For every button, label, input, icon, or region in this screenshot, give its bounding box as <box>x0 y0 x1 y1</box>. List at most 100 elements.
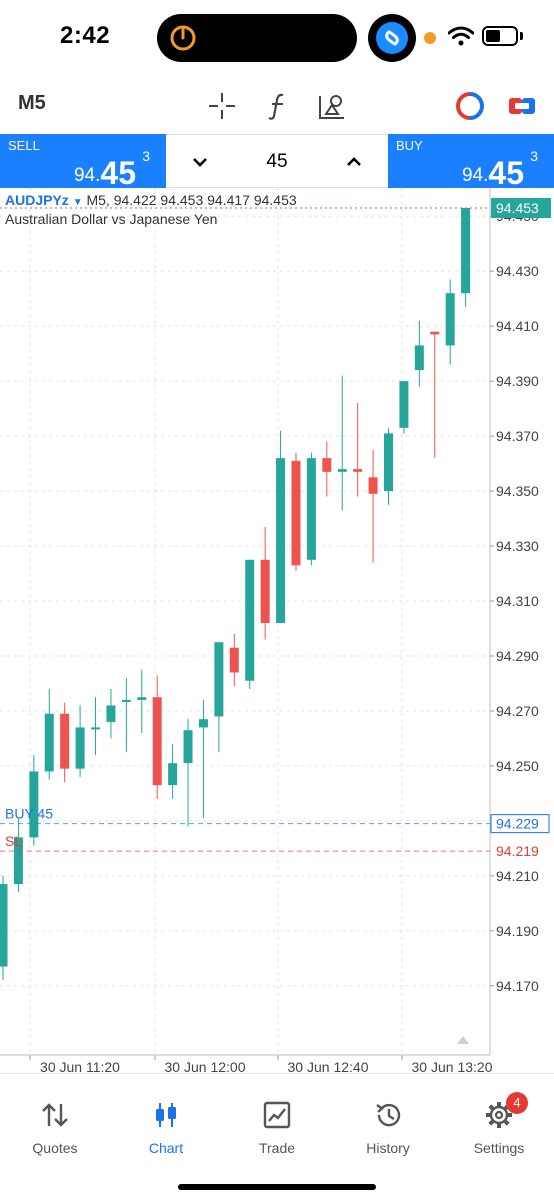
candle-body <box>337 469 347 472</box>
candle-body <box>44 713 54 772</box>
chart-symbol-line: AUDJPYz ▼ M5, 94.422 94.453 94.417 94.45… <box>5 192 297 208</box>
candle-body <box>75 727 85 769</box>
candle-body <box>260 559 270 623</box>
candle-body <box>29 771 39 838</box>
sell-label: SELL <box>8 138 40 153</box>
candle-body <box>306 458 316 560</box>
x-tick-label: 30 Jun 12:40 <box>288 1059 369 1073</box>
y-tick-label: 94.410 <box>496 318 539 334</box>
candle-body <box>152 697 162 786</box>
candle-body <box>168 763 178 786</box>
dynamic-island[interactable] <box>157 14 357 62</box>
wifi-icon <box>448 26 474 46</box>
nav-quotes[interactable]: Quotes <box>0 1100 110 1156</box>
sell-button[interactable]: SELL 94.45 3 <box>0 134 166 191</box>
chart-toolbar: M5 <box>0 80 554 132</box>
chart-icon <box>156 1103 176 1127</box>
chart-shift-icon <box>457 1036 469 1044</box>
x-tick-label: 30 Jun 13:20 <box>412 1059 493 1073</box>
candle-body <box>229 647 239 673</box>
shazam-icon <box>376 22 408 54</box>
objects-icon[interactable] <box>316 90 348 122</box>
increase-volume-icon[interactable] <box>346 154 362 170</box>
candle-body <box>91 727 101 730</box>
symbol-name[interactable]: AUDJPYz <box>5 192 69 208</box>
current-price-box <box>491 198 551 218</box>
nav-settings[interactable]: 4 Settings <box>444 1092 554 1156</box>
timeframe-selector[interactable]: M5 <box>18 92 46 114</box>
status-bar: 2:42 <box>0 0 554 80</box>
candle-body <box>13 837 23 885</box>
candlestick-chart[interactable]: 94.17094.19094.21094.23094.25094.27094.2… <box>0 188 554 1073</box>
y-tick-label: 94.250 <box>496 758 539 774</box>
y-tick-label: 94.430 <box>496 263 539 279</box>
crosshair-icon[interactable] <box>206 90 238 122</box>
candle-body <box>291 460 301 566</box>
candle-body <box>60 713 70 769</box>
battery-nub <box>520 32 523 40</box>
nav-label-quotes: Quotes <box>32 1140 78 1156</box>
nav-chart[interactable]: Chart <box>111 1100 221 1156</box>
y-tick-label: 94.290 <box>496 648 539 664</box>
candle-body <box>399 381 409 428</box>
decrease-volume-icon[interactable] <box>192 154 208 170</box>
nav-label-chart: Chart <box>148 1140 184 1156</box>
volume-control: 45 <box>166 134 388 188</box>
y-tick-label: 94.330 <box>496 538 539 554</box>
y-tick-label: 94.210 <box>496 868 539 884</box>
ohlc-values: M5, 94.422 94.453 94.417 94.453 <box>86 192 297 208</box>
buy-button[interactable]: BUY 94.45 3 <box>388 134 554 191</box>
y-tick-label: 94.370 <box>496 428 539 444</box>
nav-history[interactable]: History <box>333 1100 443 1156</box>
bottom-navigation: Quotes Chart Trade History <box>0 1073 554 1200</box>
price-chart[interactable]: 94.17094.19094.21094.23094.25094.27094.2… <box>0 188 554 1098</box>
level-label: BUY 45 <box>5 806 53 822</box>
y-tick-label: 94.390 <box>496 373 539 389</box>
level-price-label: 94.219 <box>496 843 539 859</box>
candle-body <box>137 697 147 700</box>
y-tick-label: 94.170 <box>496 978 539 994</box>
home-indicator[interactable] <box>178 1184 376 1190</box>
symbol-dropdown-icon[interactable]: ▼ <box>72 197 83 208</box>
volume-input[interactable]: 45 <box>266 151 288 172</box>
candle-body <box>106 705 116 722</box>
candle-body <box>384 433 393 492</box>
y-tick-label: 94.190 <box>496 923 539 939</box>
buy-price: 94.45 3 <box>461 148 538 191</box>
level-price-box <box>490 814 550 834</box>
trade-icon <box>263 1101 291 1129</box>
nav-trade[interactable]: Trade <box>222 1100 332 1156</box>
indicators-icon[interactable] <box>262 90 294 122</box>
symbol-description: Australian Dollar vs Japanese Yen <box>5 211 218 227</box>
privacy-indicator-icon <box>424 32 436 44</box>
candle-body <box>245 559 255 681</box>
shazam-activity[interactable] <box>368 14 416 62</box>
candle-body <box>445 293 455 346</box>
y-tick-label: 94.270 <box>496 703 539 719</box>
battery-icon <box>482 26 518 46</box>
candle-body <box>430 331 440 335</box>
trade-panel-icon[interactable] <box>506 90 538 122</box>
history-icon <box>376 1103 401 1127</box>
settings-badge: 4 <box>506 1092 528 1114</box>
candle-body <box>214 642 224 717</box>
level-label: SL <box>5 833 22 849</box>
candle-body <box>353 469 363 472</box>
sell-price: 94.45 3 <box>73 148 150 191</box>
timer-icon <box>170 25 196 51</box>
one-click-trade-bar: SELL 94.45 3 45 BUY 94.45 3 <box>0 134 554 191</box>
candle-body <box>322 458 332 472</box>
candle-body <box>198 719 208 728</box>
y-tick-label: 94.310 <box>496 593 539 609</box>
nav-label-trade: Trade <box>258 1140 296 1156</box>
candle-body <box>183 730 193 764</box>
candle-body <box>276 458 286 623</box>
y-tick-label: 94.350 <box>496 483 539 499</box>
status-time: 2:42 <box>60 22 111 49</box>
buy-label: BUY <box>396 138 423 153</box>
nav-label-settings: Settings <box>473 1140 525 1156</box>
x-tick-label: 30 Jun 11:20 <box>40 1059 120 1073</box>
candle-body <box>461 208 471 294</box>
chart-type-icon[interactable] <box>454 90 486 122</box>
candle-body <box>414 345 424 371</box>
